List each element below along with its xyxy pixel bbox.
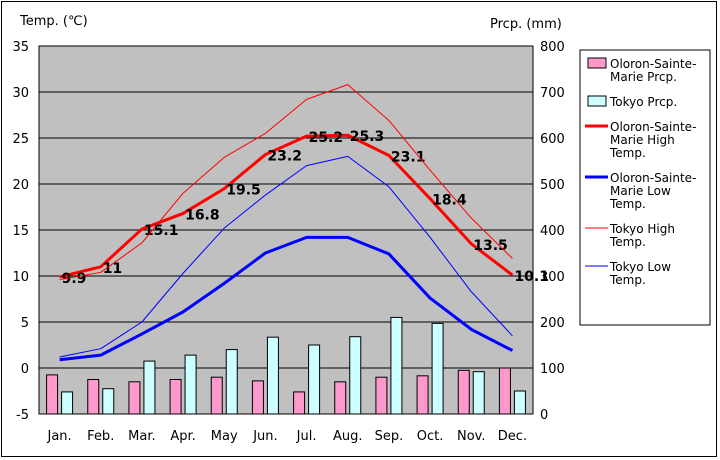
x-tick-label: May — [211, 429, 238, 444]
bar-tokyo-prcp — [184, 354, 197, 415]
x-tick-label: Aug. — [333, 429, 363, 444]
legend-label: Marie High — [610, 133, 675, 147]
y-left-tick-label: 10 — [12, 270, 29, 285]
x-tick-label: Jul. — [296, 429, 317, 444]
legend-swatch — [587, 57, 607, 69]
legend-label: Oloron-Sainte- — [610, 120, 696, 134]
bar-tokyo-prcp — [266, 336, 279, 415]
right-axis-title: Prcp. (mm) — [490, 17, 562, 32]
x-tick-label: Apr. — [170, 429, 195, 444]
bar-oloron-prcp — [293, 391, 306, 415]
y-left-tick-label: 0 — [21, 362, 29, 377]
data-label: 15.1 — [144, 223, 179, 239]
y-right-tick-label: 600 — [540, 132, 565, 147]
x-tick-label: Sep. — [375, 429, 404, 444]
legend-label: Tokyo High — [609, 222, 675, 236]
data-label: 23.2 — [267, 149, 302, 165]
y-left-tick-label: 35 — [12, 40, 29, 55]
series-line-1 — [59, 235, 514, 362]
bar-oloron-prcp — [334, 381, 347, 415]
x-tick-label: Oct. — [417, 429, 444, 444]
bar-tokyo-prcp — [390, 316, 403, 415]
legend-swatch — [587, 95, 607, 107]
data-label: 13.5 — [473, 238, 508, 254]
data-label: 19.5 — [226, 183, 261, 199]
y-left-tick-label: 25 — [12, 132, 29, 147]
legend-label: Marie Prcp. — [610, 70, 677, 84]
bar-tokyo-prcp — [61, 391, 74, 415]
data-label: 10.1 — [514, 269, 549, 285]
bar-tokyo-prcp — [472, 371, 485, 415]
series-line-0 — [59, 133, 514, 279]
bar-oloron-prcp — [46, 374, 59, 415]
legend-label: Oloron-Sainte- — [610, 57, 696, 71]
legend-label: Temp. — [609, 235, 646, 249]
y-left-tick-label: 30 — [12, 86, 29, 101]
bar-tokyo-prcp — [143, 360, 156, 415]
y-right-tick-label: 400 — [540, 224, 565, 239]
bar-tokyo-prcp — [102, 388, 115, 415]
legend-label: Temp. — [609, 197, 646, 211]
bar-oloron-prcp — [416, 375, 429, 415]
x-tick-label: Jun. — [252, 429, 277, 444]
y-right-tick-label: 700 — [540, 86, 565, 101]
bar-oloron-prcp — [251, 380, 264, 415]
bar-oloron-prcp — [169, 379, 182, 415]
y-right-tick-label: 100 — [540, 362, 565, 377]
bar-oloron-prcp — [210, 376, 223, 415]
bar-oloron-prcp — [375, 376, 388, 415]
y-left-tick-label: -5 — [16, 408, 29, 423]
data-label: 18.4 — [432, 193, 467, 209]
series-line-2 — [59, 84, 513, 281]
legend-label: Tokyo Low — [609, 260, 671, 274]
legend-label: Oloron-Sainte- — [610, 171, 696, 185]
y-right-tick-label: 500 — [540, 178, 565, 193]
bar-oloron-prcp — [498, 367, 511, 415]
bar-tokyo-prcp — [349, 336, 362, 415]
data-label: 23.1 — [391, 149, 426, 165]
bar-tokyo-prcp — [431, 322, 444, 415]
y-right-tick-label: 800 — [540, 40, 565, 55]
x-tick-label: Mar. — [128, 429, 155, 444]
x-tick-label: Feb. — [87, 429, 114, 444]
y-left-tick-label: 15 — [12, 224, 29, 239]
bar-tokyo-prcp — [513, 390, 526, 415]
bar-oloron-prcp — [457, 369, 470, 415]
data-label: 25.2 — [309, 130, 344, 146]
data-label: 9.9 — [62, 271, 87, 287]
y-left-tick-label: 20 — [12, 178, 29, 193]
bar-oloron-prcp — [87, 379, 100, 415]
legend-label: Temp. — [609, 273, 646, 287]
left-axis-title: Temp. (℃) — [19, 14, 88, 29]
x-tick-label: Nov. — [457, 429, 486, 444]
data-label: 25.3 — [350, 129, 385, 145]
y-right-tick-label: 200 — [540, 316, 565, 331]
y-left-tick-label: 5 — [21, 316, 29, 331]
legend-label: Tokyo Prcp. — [609, 95, 677, 109]
x-tick-label: Jan. — [46, 429, 71, 444]
legend-label: Marie Low — [610, 184, 671, 198]
legend-label: Temp. — [609, 146, 646, 160]
bar-oloron-prcp — [128, 381, 141, 415]
y-right-tick-label: 300 — [540, 270, 565, 285]
bar-tokyo-prcp — [308, 344, 321, 415]
data-label: 16.8 — [185, 207, 220, 223]
bar-tokyo-prcp — [225, 349, 238, 415]
x-tick-label: Dec. — [498, 429, 527, 444]
series-line-3 — [59, 155, 513, 358]
data-label: 11 — [103, 261, 122, 277]
y-right-tick-label: 0 — [540, 408, 548, 423]
